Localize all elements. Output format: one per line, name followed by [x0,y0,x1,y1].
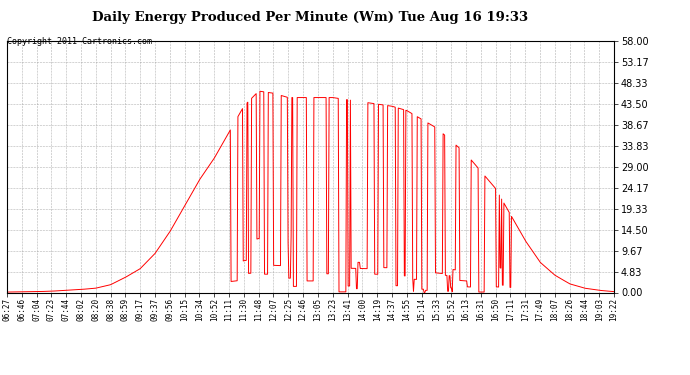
Text: Daily Energy Produced Per Minute (Wm) Tue Aug 16 19:33: Daily Energy Produced Per Minute (Wm) Tu… [92,11,529,24]
Text: Copyright 2011 Cartronics.com: Copyright 2011 Cartronics.com [7,38,152,46]
